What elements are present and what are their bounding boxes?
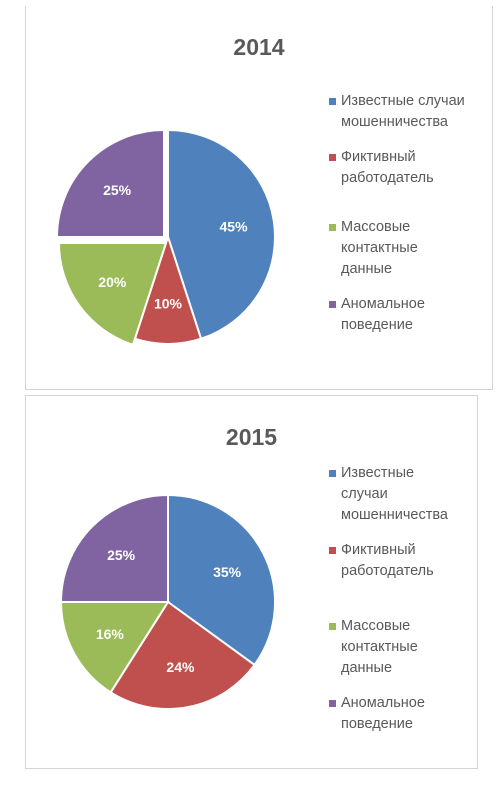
legend-swatch bbox=[329, 470, 336, 477]
slice-data-label: 25% bbox=[107, 547, 136, 563]
pie-slice bbox=[167, 128, 276, 341]
legend-swatch bbox=[329, 224, 336, 231]
slice-data-label: 45% bbox=[220, 219, 249, 235]
pie-slice bbox=[57, 242, 168, 347]
legend-swatch bbox=[329, 98, 336, 105]
legend-swatch bbox=[329, 301, 336, 308]
legend-label: Массовые bbox=[341, 618, 411, 634]
chart-title: 2014 bbox=[233, 34, 285, 60]
legend-swatch bbox=[329, 547, 336, 554]
slice-data-label: 20% bbox=[98, 274, 127, 290]
pie-slice bbox=[167, 493, 276, 667]
slice-data-label: 16% bbox=[96, 626, 125, 642]
chart-panel-2015: 2015 35% 24% 16% 25% Известные случаи мошенни… bbox=[25, 395, 478, 769]
legend-label: Аномальное bbox=[341, 296, 425, 312]
legend-label: Фиктивный bbox=[341, 149, 416, 165]
legend-label: случаи bbox=[341, 486, 388, 502]
legend: Известные случаи мошенничества Фиктивный раб… bbox=[329, 463, 448, 735]
pie-chart-2015: 35% 24% 16% 25% bbox=[59, 493, 276, 710]
pie-slice bbox=[109, 600, 256, 710]
legend-label: Известные bbox=[341, 465, 415, 481]
legend-label: Аномальное bbox=[341, 695, 425, 711]
legend-item: Массовые контактные данные bbox=[329, 217, 465, 280]
legend-label: контактные bbox=[341, 240, 418, 256]
legend-label: Массовые bbox=[341, 219, 411, 235]
legend-swatch bbox=[329, 700, 336, 707]
legend-item: Массовые контактные данные bbox=[329, 616, 448, 679]
pie-slice bbox=[55, 128, 165, 238]
slice-data-label: 10% bbox=[154, 295, 183, 311]
legend-item: Фиктивный работодатель bbox=[329, 147, 465, 189]
legend-item: Аномальное поведение bbox=[329, 693, 448, 735]
legend-item: Аномальное поведение bbox=[329, 294, 465, 336]
legend-swatch bbox=[329, 154, 336, 161]
legend-label: данные bbox=[341, 261, 393, 277]
legend-label: мошенничества bbox=[341, 114, 448, 130]
legend-label: работодатель bbox=[341, 170, 434, 186]
legend-swatch bbox=[329, 623, 336, 630]
legend-item: Фиктивный работодатель bbox=[329, 540, 448, 582]
legend-label: работодатель bbox=[341, 563, 434, 579]
slice-data-label: 24% bbox=[166, 659, 195, 675]
slice-data-label: 35% bbox=[213, 564, 242, 580]
chart-panel-2014: 2014 45% 10% 20% 25% Известные случаи мошенн… bbox=[25, 6, 493, 390]
legend-label: поведение bbox=[341, 716, 413, 732]
legend-label: Известные случаи bbox=[341, 93, 465, 109]
pie-slice bbox=[59, 493, 169, 603]
legend-label: мошенничества bbox=[341, 507, 448, 523]
pie-chart-2014: 45% 10% 20% 25% bbox=[55, 128, 276, 347]
pie-slice bbox=[59, 601, 170, 694]
legend-item: Известные случаи мошенничества bbox=[329, 463, 448, 526]
legend-item: Известные случаи мошенничества bbox=[329, 91, 465, 133]
legend-label: контактные bbox=[341, 639, 418, 655]
legend-label: поведение bbox=[341, 317, 413, 333]
legend-label: Фиктивный bbox=[341, 542, 416, 558]
slice-data-label: 25% bbox=[103, 182, 132, 198]
legend: Известные случаи мошенничества Фиктивный ра… bbox=[329, 91, 465, 336]
chart-title: 2015 bbox=[225, 424, 278, 450]
legend-label: данные bbox=[341, 660, 393, 676]
